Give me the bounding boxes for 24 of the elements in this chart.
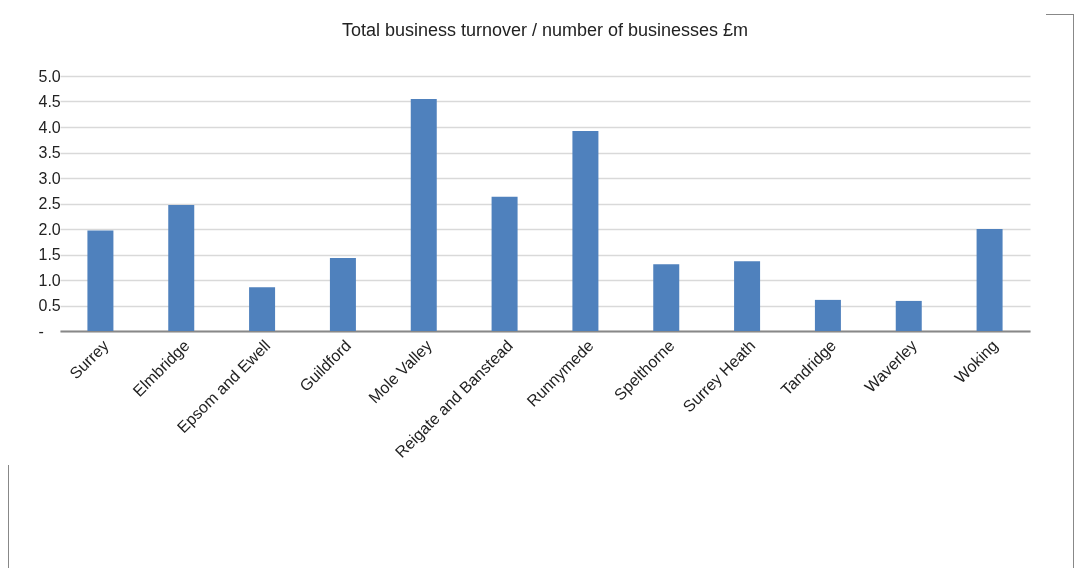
bar xyxy=(491,196,518,331)
bar xyxy=(653,264,680,331)
bar xyxy=(249,287,276,331)
bar xyxy=(814,299,841,331)
y-tick-label: - xyxy=(38,322,44,340)
y-tick-label: 4.5 xyxy=(38,93,61,110)
bar xyxy=(410,98,437,331)
y-tick-label: 0.5 xyxy=(38,297,61,314)
y-tick-label: 1.0 xyxy=(38,271,61,289)
bar xyxy=(734,261,761,331)
chart-title: Total business turnover / number of businesses £m xyxy=(341,20,749,40)
bar xyxy=(168,205,195,331)
y-tick-label: 2.5 xyxy=(38,195,61,212)
y-tick-label: 2.0 xyxy=(38,220,61,238)
bar xyxy=(87,230,114,331)
bar xyxy=(895,300,922,331)
y-tick-label: 3.0 xyxy=(38,169,61,187)
bar xyxy=(976,229,1003,331)
bar xyxy=(572,131,599,331)
y-tick-label: 5.0 xyxy=(38,67,61,85)
y-tick-label: 3.5 xyxy=(38,144,61,161)
y-tick-label: 1.5 xyxy=(38,246,61,263)
bar xyxy=(329,258,356,331)
y-tick-label: 4.0 xyxy=(38,118,61,136)
